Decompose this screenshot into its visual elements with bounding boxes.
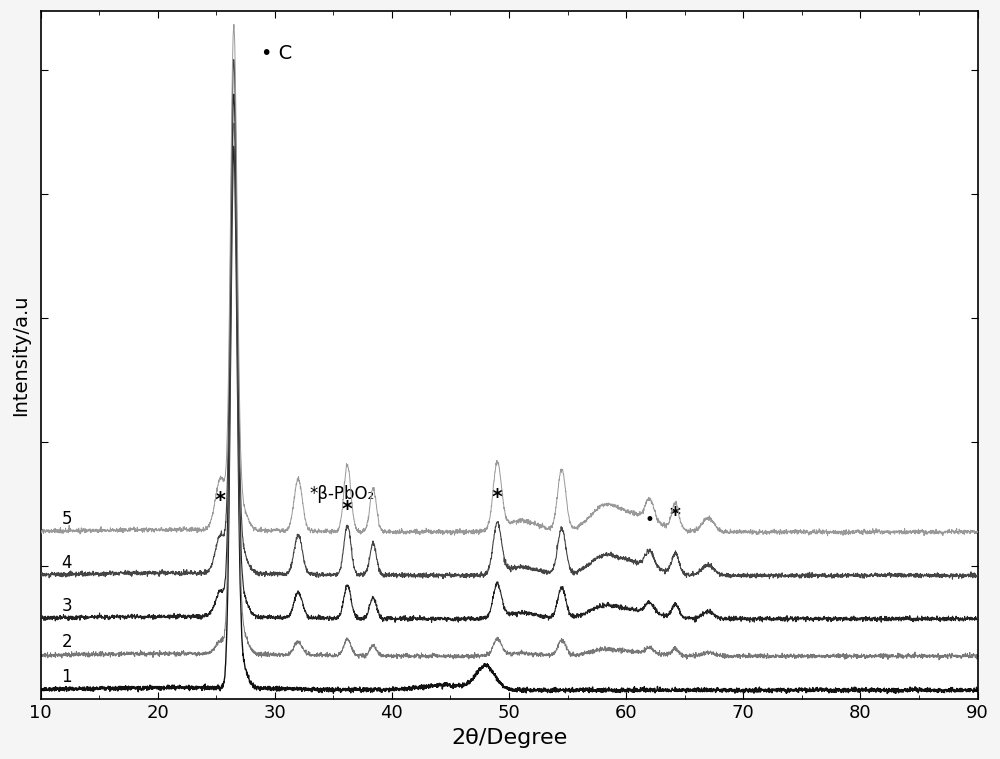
Text: *: * xyxy=(670,506,681,527)
Text: *: * xyxy=(492,488,503,508)
Text: 4: 4 xyxy=(62,554,72,572)
Text: *: * xyxy=(214,491,225,511)
X-axis label: 2θ/Degree: 2θ/Degree xyxy=(451,728,567,748)
Text: • C: • C xyxy=(261,44,292,64)
Text: •: • xyxy=(645,511,655,528)
Text: 1: 1 xyxy=(62,668,72,686)
Text: 3: 3 xyxy=(62,597,72,615)
Text: 2: 2 xyxy=(62,632,72,650)
Text: 5: 5 xyxy=(62,510,72,528)
Text: *β-PbO₂: *β-PbO₂ xyxy=(310,484,375,502)
Text: *: * xyxy=(342,500,353,520)
Y-axis label: Intensity/a.u: Intensity/a.u xyxy=(11,294,30,416)
